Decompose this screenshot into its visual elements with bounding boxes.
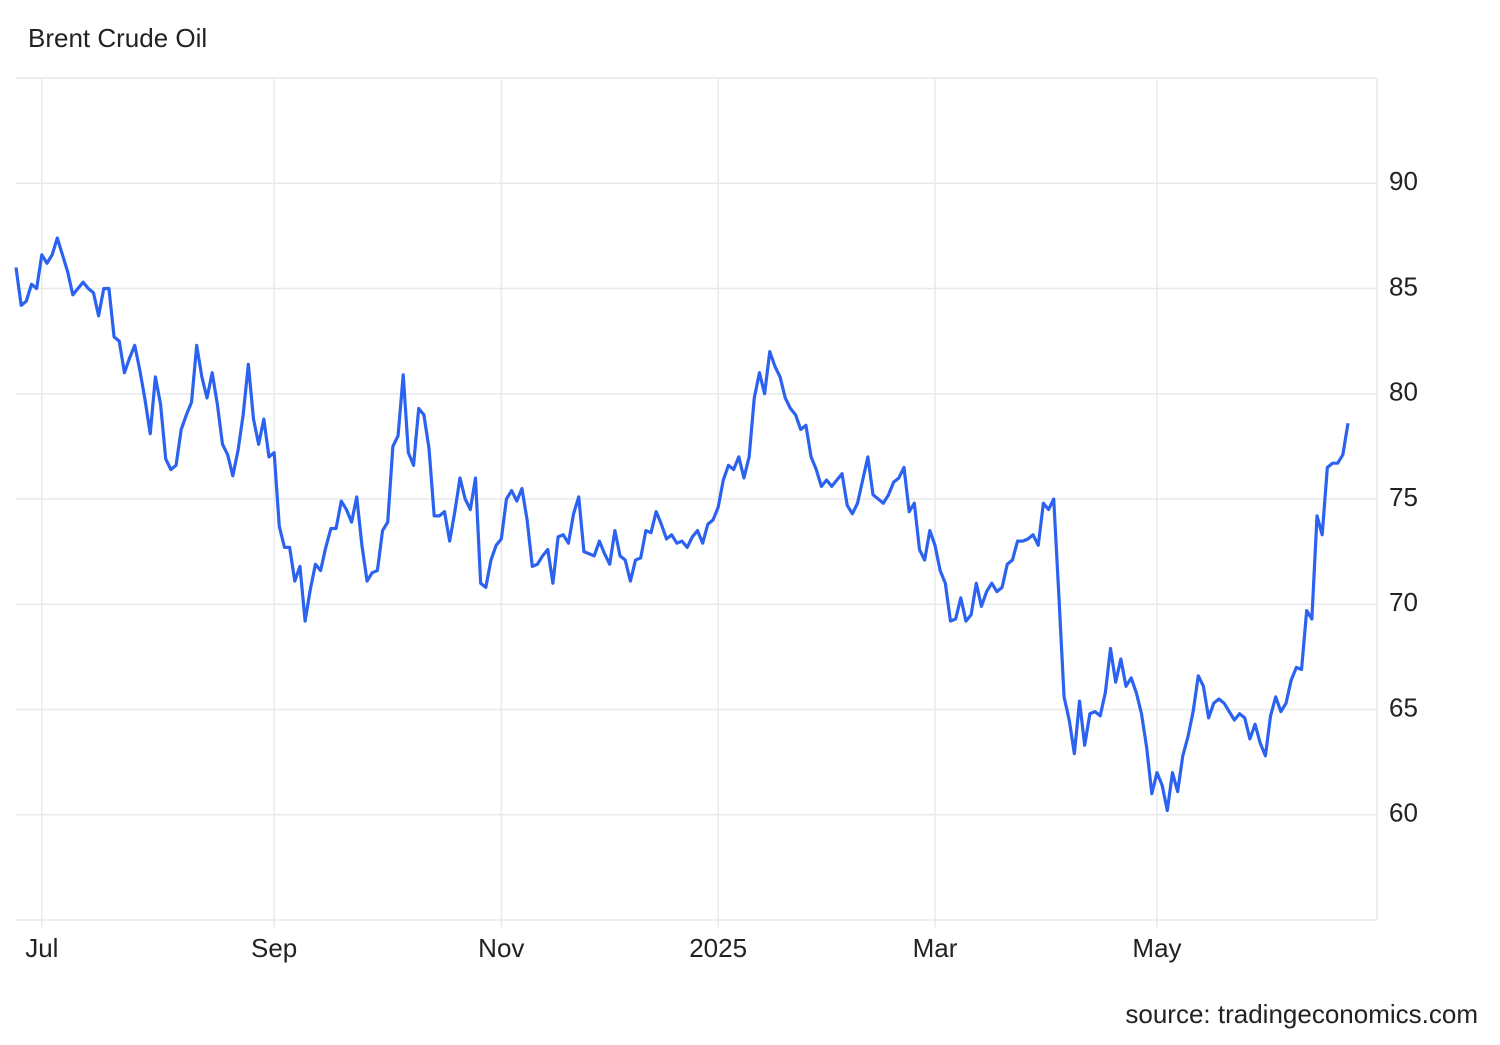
y-tick-label: 85 [1389, 271, 1418, 301]
x-tick-label: Mar [913, 933, 958, 963]
y-tick-label: 60 [1389, 798, 1418, 828]
y-tick-label: 75 [1389, 482, 1418, 512]
x-tick-label: Jul [25, 933, 58, 963]
y-tick-label: 70 [1389, 587, 1418, 617]
x-tick-label: Nov [478, 933, 524, 963]
y-tick-label: 80 [1389, 377, 1418, 407]
x-tick-label: May [1132, 933, 1181, 963]
source-note: source: tradingeconomics.com [1125, 999, 1478, 1029]
price-line [14, 236, 1350, 813]
x-tick-label: 2025 [689, 933, 747, 963]
y-tick-label: 90 [1389, 166, 1418, 196]
x-tick-label: Sep [251, 933, 297, 963]
chart-title: Brent Crude Oil [28, 23, 207, 53]
y-tick-label: 65 [1389, 692, 1418, 722]
